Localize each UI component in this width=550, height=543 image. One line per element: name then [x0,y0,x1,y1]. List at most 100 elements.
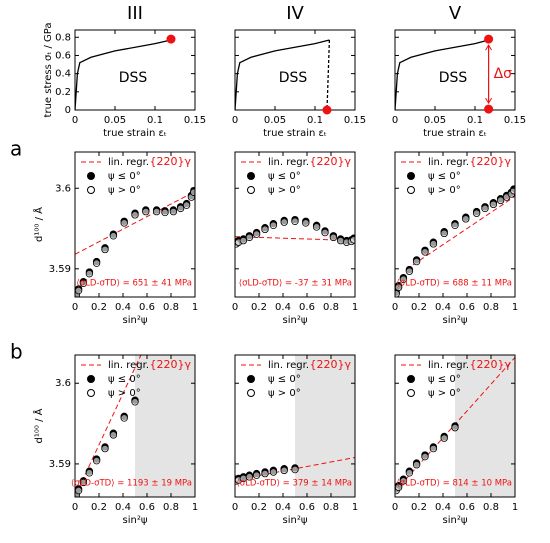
arrow-head [485,44,493,51]
data-point [101,245,109,254]
marker-point [166,34,176,44]
data-point [169,207,178,216]
x-axis-label: true strain εₜ [423,128,487,139]
reflection-label: {220}γ [149,358,191,371]
arrow-head [485,97,493,105]
legend-swatch [87,172,95,180]
shaded-region [295,355,355,497]
x-tick-label: 0.8 [323,302,339,313]
data-point [245,473,254,481]
x-tick-label: 0.4 [275,502,291,513]
marker-point [484,34,494,44]
legend-label: lin. regr. [108,360,149,371]
data-point [280,466,288,475]
y-tick-label: 0.8 [55,32,71,43]
data-point [152,207,161,216]
regression-line [412,195,515,266]
data-point [399,275,408,283]
y-tick-label: 3.6 [55,183,71,194]
legend-label: ψ > 0° [108,388,141,399]
x-axis-label: sin²ψ [123,515,148,526]
column-title: IV [286,3,304,24]
data-point [405,267,414,275]
data-point [269,221,278,230]
data-point [161,208,169,217]
delta-label: Δσ [494,66,513,82]
legend-swatch [407,186,415,194]
x-tick-label: 1 [192,502,198,513]
x-tick-label: 0.8 [163,502,179,513]
data-point [336,236,345,245]
legend-swatch [87,186,95,194]
data-point [269,468,278,476]
data-point [412,461,421,469]
data-point [429,444,438,453]
legend-label: lin. regr. [428,157,469,168]
x-tick-label: 0 [72,502,78,513]
y-axis-label: d¹⁰⁰ / Å [32,408,45,443]
data-point [440,229,448,238]
legend-swatch [87,375,95,383]
legend-swatch [247,172,255,180]
x-tick-label: 0.4 [115,502,131,513]
x-tick-label: 0.15 [344,115,366,126]
legend-label: lin. regr. [268,157,309,168]
legend-label: lin. regr. [268,360,309,371]
stress-result: ⟨σLD-σTD⟩ = 651 ± 41 MPa [76,279,192,289]
x-tick-label: 1 [352,302,358,313]
plot-frame [74,354,196,498]
legend-label: ψ > 0° [268,388,301,399]
marker-point [322,105,332,115]
data-point [291,217,299,225]
data-point [429,240,438,248]
data-point [85,469,94,477]
reflection-label: {220}γ [469,155,511,168]
regression-line [75,191,195,255]
data-point [120,414,128,422]
data-point [412,257,421,266]
data-point [252,471,261,479]
stress-result: ⟨σLD-σTD⟩ = 814 ± 10 MPa [396,479,512,489]
y-tick-label: 3.59 [49,264,71,275]
x-tick-label: 0 [232,502,238,513]
data-point [245,233,254,242]
legend-label: ψ > 0° [428,388,461,399]
data-point [421,452,429,461]
legend-swatch [87,389,95,397]
x-tick-label: 0.15 [504,115,526,126]
x-axis-label: sin²ψ [123,315,148,326]
x-axis-label: sin²ψ [443,515,468,526]
x-tick-label: 0.8 [483,302,499,313]
x-tick-label: 0.2 [91,502,107,513]
legend-label: ψ ≤ 0° [428,374,461,385]
data-point [261,225,269,234]
plot-frame [394,354,516,498]
shaded-region [135,355,195,497]
x-axis-label: sin²ψ [283,515,308,526]
data-point [462,215,470,223]
data-point [79,478,88,487]
legend-label: ψ ≤ 0° [108,171,141,182]
data-point [312,223,321,231]
x-tick-label: 1 [512,502,518,513]
data-point [440,434,448,442]
plot-area [235,215,355,248]
x-axis-label: true strain εₜ [103,128,167,139]
data-point [131,211,139,219]
y-tick-label: 3.59 [49,459,71,470]
x-tick-label: 0 [72,115,78,126]
data-point [350,236,355,244]
legend-swatch [247,375,255,383]
data-point [142,207,150,216]
data-point [395,290,400,297]
data-point [496,196,505,205]
data-point [291,465,299,474]
stress-strain-curve [326,39,331,110]
legend-label: ψ ≤ 0° [268,171,301,182]
x-axis-label: sin²ψ [283,315,308,326]
legend-swatch [247,186,255,194]
legend-label: ψ > 0° [268,185,301,196]
plot-area [395,185,515,297]
x-tick-label: 1 [192,302,198,313]
